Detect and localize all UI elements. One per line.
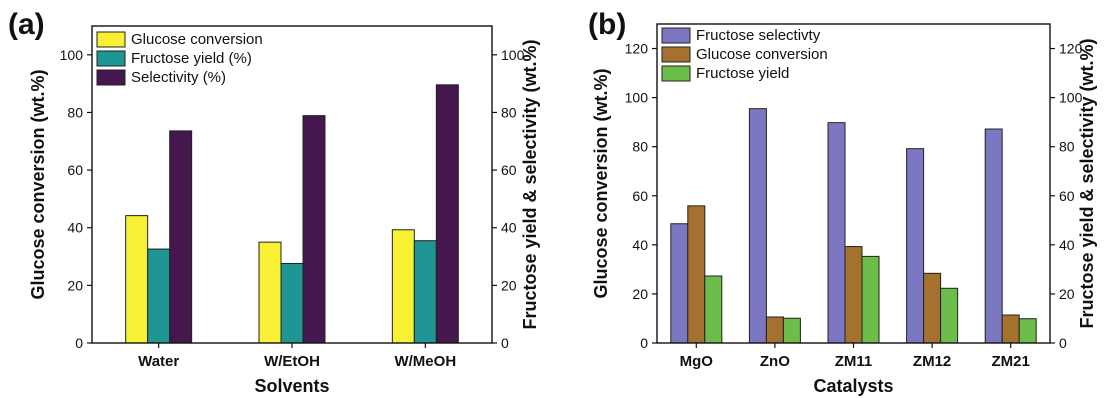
chart-a-bar-wetoh-s0 <box>258 241 282 344</box>
chart-b-y-tick-label-right: 120 <box>1059 41 1083 57</box>
chart-a-y-tick-label-left: 0 <box>75 335 83 351</box>
chart-b-y-axis-title-right: Fructose yield & selectivity (wt.%) <box>1077 38 1097 328</box>
chart-a-plot-frame <box>91 25 493 344</box>
chart-b-bar-zm11-s1 <box>844 246 863 344</box>
chart-b-x-tick-label: ZM21 <box>992 353 1030 370</box>
chart-a-panel-label: (a) <box>8 8 45 41</box>
chart-a-bar-wetoh-s2 <box>302 115 326 344</box>
chart-a-bar-wetoh-s1 <box>280 262 304 344</box>
chart-a-bar-water-s1 <box>147 248 171 344</box>
chart-a-y-tick-label-left: 20 <box>67 277 83 293</box>
chart-a-y-axis-title-left: Glucose conversion (wt.%) <box>28 69 48 299</box>
chart-b-y-axis-title-left: Glucose conversion (wt.%) <box>591 68 611 298</box>
chart-b-legend-label-2: Fructose yield <box>696 65 789 82</box>
chart-b-bar-zm12-s2 <box>940 287 959 344</box>
chart-b-y-tick-label-right: 80 <box>1059 139 1075 155</box>
chart-b-y-tick-label-right: 20 <box>1059 286 1075 302</box>
chart-a-legend-swatch-0 <box>96 31 126 48</box>
chart-b-y-tick-label-left: 0 <box>640 335 648 351</box>
chart-b-y-tick-label-right: 40 <box>1059 237 1075 253</box>
chart-b-bar-zm12-s0 <box>906 148 925 344</box>
chart-b-y-tick-label-left: 100 <box>625 90 649 106</box>
chart-a-legend-swatch-2 <box>96 69 126 86</box>
chart-b-legend-swatch-1 <box>661 46 691 63</box>
chart-b-y-tick-label-right: 60 <box>1059 188 1075 204</box>
chart-a-y-tick-label-left: 60 <box>67 162 83 178</box>
chart-b-legend-label-1: Glucose conversion <box>696 46 828 63</box>
chart-a-x-axis-title: Solvents <box>254 376 329 396</box>
chart-b-bar-zno-s0 <box>748 108 767 344</box>
chart-b-legend-swatch-2 <box>661 65 691 82</box>
chart-b-legend-swatch-0 <box>661 27 691 44</box>
chart-a-x-tick-label: Water <box>138 353 179 370</box>
chart-a-solvents: (a) Water W/EtOH W/MeOH 0 0 20 20 40 40 60 60 80 80 10… <box>8 8 540 396</box>
chart-b-bar-zm21-s2 <box>1018 318 1037 344</box>
chart-b-plot-frame <box>656 23 1051 344</box>
chart-a-y-tick-label-right: 0 <box>501 335 509 351</box>
chart-b-y-tick-label-left: 60 <box>632 188 648 204</box>
chart-b-bar-mgo-s1 <box>687 205 706 344</box>
chart-b-bar-mgo-s0 <box>670 223 689 344</box>
chart-b-y-tick-label-left: 40 <box>632 237 648 253</box>
chart-b-bar-zm11-s2 <box>861 255 880 344</box>
chart-a-legend-swatch-1 <box>96 50 126 67</box>
chart-a-x-tick-label: W/EtOH <box>264 353 320 370</box>
chart-a-bar-water-s0 <box>125 215 149 344</box>
chart-b-y-tick-label-right: 0 <box>1059 335 1067 351</box>
chart-b-bar-zno-s1 <box>765 316 784 344</box>
chart-b-bar-mgo-s2 <box>704 275 723 344</box>
chart-b-y-tick-label-left: 20 <box>632 286 648 302</box>
chart-a-legend-label-0: Glucose conversion <box>131 31 263 48</box>
chart-b-bar-zm11-s0 <box>827 122 846 344</box>
chart-b-y-tick-label-left: 120 <box>625 41 649 57</box>
chart-a-y-axis-title-right: Fructose yield & selectivity (wt.%) <box>520 39 540 329</box>
chart-b-panel-label: (b) <box>588 8 626 41</box>
chart-a-legend-label-2: Selectivity (%) <box>131 69 226 86</box>
chart-a-bar-wmeoh-s1 <box>413 240 437 344</box>
chart-b-bar-zm12-s1 <box>923 272 942 344</box>
chart-a-y-tick-label-right: 60 <box>501 162 517 178</box>
chart-a-y-tick-label-right: 100 <box>501 47 525 63</box>
chart-a-y-tick-label-right: 20 <box>501 277 517 293</box>
chart-b-y-tick-label-left: 80 <box>632 139 648 155</box>
chart-a-y-tick-label-right: 40 <box>501 220 517 236</box>
chart-b-bar-zm21-s0 <box>984 128 1003 344</box>
chart-b-bar-zm21-s1 <box>1001 314 1020 344</box>
chart-a-x-tick-label: W/MeOH <box>394 353 456 370</box>
chart-a-bar-wmeoh-s2 <box>435 84 459 344</box>
chart-b-catalysts: (b) MgO ZnO ZM11 ZM12 ZM21 0 0 20 20 40 40 60 60 80 80 1… <box>588 8 1097 396</box>
chart-a-y-tick-label-left: 40 <box>67 220 83 236</box>
chart-b-legend-label-0: Fructose selectivty <box>696 27 821 44</box>
chart-b-x-tick-label: ZM12 <box>913 353 951 370</box>
chart-b-x-axis-title: Catalysts <box>813 376 893 396</box>
chart-b-x-tick-label: ZnO <box>760 353 790 370</box>
chart-b-x-tick-label: ZM11 <box>835 353 873 370</box>
chart-a-y-tick-label-left: 80 <box>67 104 83 120</box>
chart-b-bar-zno-s2 <box>782 317 801 344</box>
chart-a-bar-wmeoh-s0 <box>391 229 415 344</box>
chart-a-bar-water-s2 <box>169 130 193 344</box>
chart-b-x-tick-label: MgO <box>680 353 714 370</box>
chart-b-y-tick-label-right: 100 <box>1059 90 1083 106</box>
chart-a-y-tick-label-left: 100 <box>60 47 84 63</box>
chart-a-y-tick-label-right: 80 <box>501 104 517 120</box>
chart-a-legend-label-1: Fructose yield (%) <box>131 50 252 67</box>
